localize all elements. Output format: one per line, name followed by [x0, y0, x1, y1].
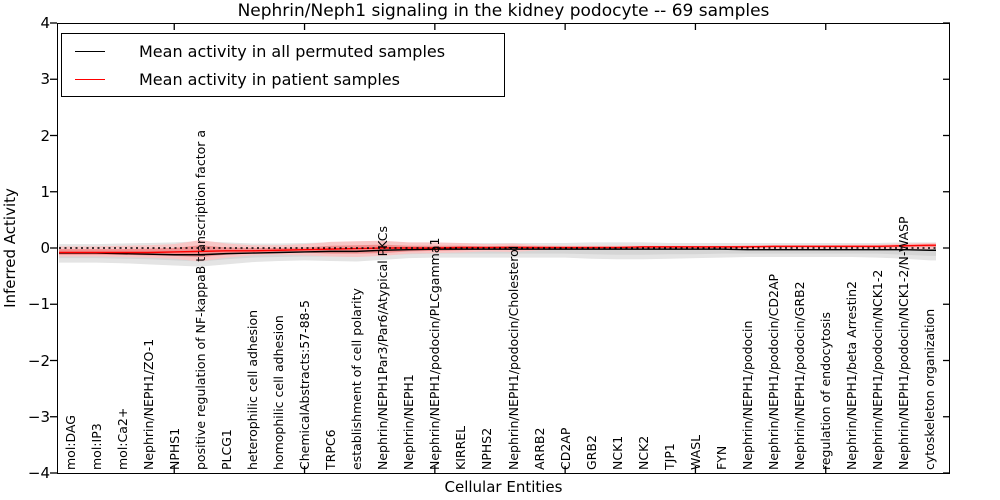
x-axis-label: Cellular Entities [444, 478, 563, 496]
x-category-label: homophilic cell adhesion [270, 315, 286, 470]
legend-entry-permuted: Mean activity in all permuted samples [62, 37, 504, 65]
x-category-label: CD2AP [557, 427, 573, 470]
permuted-line-sample [75, 50, 105, 52]
patient-line-sample [75, 78, 105, 80]
y-tick-label: −4 [27, 464, 50, 482]
legend-entry-patient: Mean activity in patient samples [62, 65, 504, 93]
x-category-label: FYN [714, 445, 729, 470]
x-category-label: Nephrin/NEPH1/podocin [740, 320, 756, 470]
x-category-label: Nephrin/NEPH1/podocin/NCK1-2 [870, 269, 886, 470]
plot-area-border [57, 23, 950, 474]
x-category-label: TJP1 [661, 443, 677, 470]
x-category-label: NPHS1 [166, 427, 182, 470]
x-category-label: positive regulation of NF-kappaB transcr… [192, 129, 208, 470]
y-tick-label: −1 [27, 295, 50, 314]
chart-title: Nephrin/Neph1 signaling in the kidney po… [237, 1, 770, 21]
x-category-label: establishment of cell polarity [349, 288, 365, 470]
legend-label-permuted: Mean activity in all permuted samples [139, 41, 446, 61]
x-category-label: mol:IP3 [88, 423, 104, 470]
x-category-label: TRPC6 [323, 429, 339, 470]
plot-layers [59, 240, 936, 267]
x-category-label: KIRREL [453, 425, 469, 470]
x-category-label: Nephrin/NEPH1/podocin/NCK1-2/N-WASP [896, 216, 912, 470]
legend-label-patient: Mean activity in patient samples [139, 69, 400, 89]
x-category-label: mol:DAG [62, 415, 78, 470]
x-category-label: NPHS2 [479, 427, 495, 470]
series-line-0 [59, 248, 936, 256]
x-category-label: Nephrin/NEPH1 [401, 374, 417, 470]
x-category-label: NCK1 [609, 435, 625, 470]
x-category-label: ARRB2 [531, 427, 547, 470]
band-patient-range [59, 240, 936, 262]
y-tick-label: 1 [40, 182, 50, 201]
y-tick-label: 2 [40, 126, 50, 145]
x-category-label: PLCG1 [218, 429, 234, 470]
y-tick-label: −2 [27, 351, 50, 370]
x-category-label: Nephrin/NEPH1/podocin/Cholesterol [505, 245, 521, 470]
x-category-label: Nephrin/NEPH1/beta Arrestin2 [844, 281, 860, 470]
x-category-label: NCK2 [635, 435, 651, 470]
band-patient-inner-range [59, 244, 936, 257]
y-tick-label: 4 [40, 14, 50, 32]
y-tick-label: 3 [40, 70, 50, 89]
x-category-label: Nephrin/NEPH1/podocin/PLCgamma1 [427, 237, 443, 470]
x-category-label: mol:Ca2+ [114, 407, 130, 470]
x-category-label: ChemicalAbstracts:57-88-5 [297, 300, 313, 470]
x-category-label: GRB2 [583, 435, 599, 470]
x-category-label: Nephrin/NEPH1/podocin/CD2AP [766, 273, 782, 470]
x-category-label: cytoskeleton organization [922, 308, 938, 470]
x-category-label: WASL [687, 434, 703, 470]
x-category-label: regulation of endocytosis [818, 312, 834, 470]
x-category-label: Nephrin/NEPH1/podocin/GRB2 [792, 281, 808, 470]
y-tick-label: −3 [27, 407, 50, 426]
x-category-label: Nephrin/NEPH1Par3/Par6/Atypical PKCs [375, 226, 391, 470]
x-category-label: heterophilic cell adhesion [244, 309, 260, 470]
legend: Mean activity in all permuted samples Me… [61, 33, 505, 97]
x-category-label: Nephrin/NEPH1/ZO-1 [140, 338, 156, 470]
y-tick-label: 0 [40, 239, 50, 257]
